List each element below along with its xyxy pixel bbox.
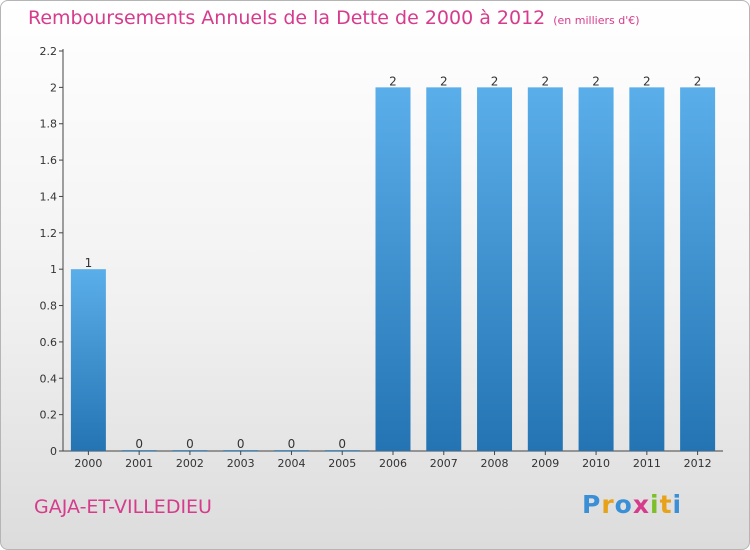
data-label-2002: 0 [186, 437, 194, 451]
x-tick-label: 2000 [74, 457, 102, 470]
bar-2001 [121, 450, 157, 451]
chart-title-main: Remboursements Annuels de la Dette de 20… [28, 7, 546, 29]
data-label-2000: 1 [85, 256, 93, 270]
x-tick-label: 2005 [328, 457, 356, 470]
x-tick-label: 2011 [633, 457, 661, 470]
proxiti-logo: Proxiti [582, 490, 682, 519]
data-label-2012: 2 [694, 74, 702, 88]
chart-title: Remboursements Annuels de la Dette de 20… [28, 7, 640, 29]
bar-2003 [223, 450, 259, 451]
data-label-2010: 2 [592, 74, 600, 88]
x-tick-label: 2007 [430, 457, 458, 470]
y-tick-label: 2 [50, 81, 57, 94]
logo-letter: i [672, 490, 683, 519]
data-label-2004: 0 [288, 437, 296, 451]
logo-letter: r [601, 490, 615, 519]
logo-letter: x [632, 490, 650, 519]
y-tick-label: 1.2 [40, 227, 58, 240]
data-label-2006: 2 [389, 74, 397, 88]
y-tick-label: 1.8 [40, 118, 58, 131]
bar-2000 [70, 269, 106, 451]
bar-2004 [273, 450, 309, 451]
x-axis: 2000 2001 2002 2003 2004 2005 2006 2007 2008 2009… [63, 450, 723, 470]
y-tick-label: 1.6 [40, 154, 58, 167]
y-tick-label: 0.8 [40, 300, 58, 313]
bar-2002 [172, 450, 208, 451]
data-label-2009: 2 [541, 74, 549, 88]
bar-2010 [578, 87, 614, 451]
logo-letter: i [650, 490, 660, 519]
x-tick-label: 2003 [227, 457, 255, 470]
bar-2007 [426, 87, 462, 451]
x-tick-label: 2002 [176, 457, 204, 470]
data-labels: 1 0 0 0 0 0 2 2 2 2 2 2 2 [85, 74, 702, 451]
data-label-2007: 2 [440, 74, 448, 88]
x-tick-label: 2004 [277, 457, 305, 470]
logo-letter: o [614, 490, 633, 519]
y-tick-label: 2.2 [40, 45, 58, 58]
data-label-2005: 0 [338, 437, 346, 451]
y-axis: 0 0.2 0.4 0.6 0.8 1 1.2 1.4 1.6 1.8 2 2.2 [40, 45, 64, 458]
data-label-2011: 2 [643, 74, 651, 88]
x-tick-label: 2010 [582, 457, 610, 470]
x-tick-label: 2008 [481, 457, 509, 470]
x-tick-label: 2009 [531, 457, 559, 470]
bar-2006 [375, 87, 411, 451]
bar-2012 [680, 87, 716, 451]
place-name: GAJA-ET-VILLEDIEU [34, 496, 212, 518]
logo-letter: P [582, 490, 602, 519]
y-tick-label: 0.2 [40, 409, 58, 422]
y-tick-label: 0.6 [40, 336, 58, 349]
data-label-2001: 0 [135, 437, 143, 451]
chart-title-unit: (en milliers d'€) [553, 14, 640, 27]
bar-2009 [527, 87, 563, 451]
logo-letter: t [659, 490, 673, 519]
bar-2011 [629, 87, 665, 451]
bar-2008 [477, 87, 513, 451]
y-tick-label: 0.4 [40, 372, 58, 385]
bars [70, 87, 716, 451]
x-tick-label: 2006 [379, 457, 407, 470]
x-tick-label: 2001 [125, 457, 153, 470]
data-label-2003: 0 [237, 437, 245, 451]
y-tick-label: 1.4 [40, 190, 58, 203]
y-tick-label: 0 [50, 445, 57, 458]
y-tick-label: 1 [50, 263, 57, 276]
data-label-2008: 2 [491, 74, 499, 88]
bar-2005 [324, 450, 360, 451]
x-tick-label: 2012 [684, 457, 712, 470]
